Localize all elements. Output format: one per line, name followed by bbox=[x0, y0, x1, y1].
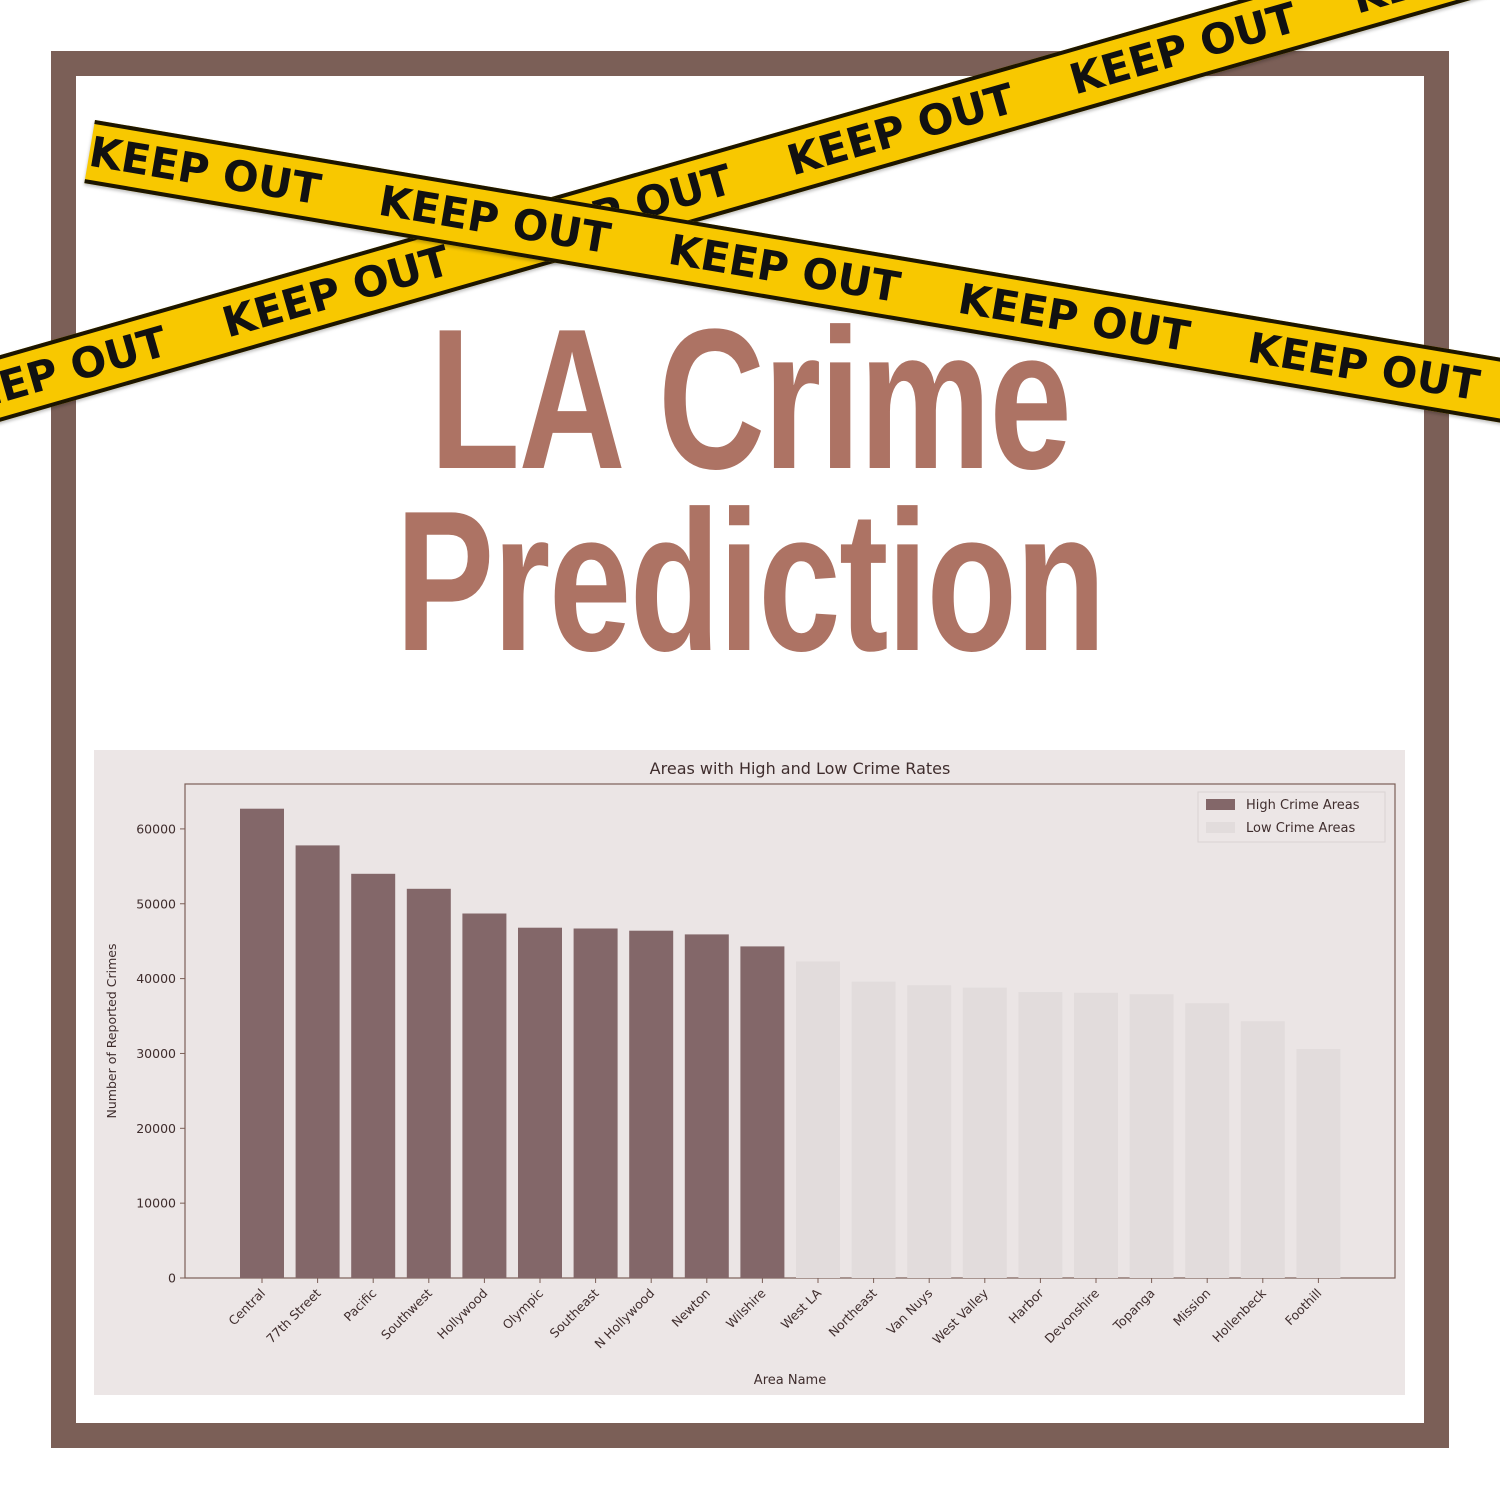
x-tick-label: N Hollywood bbox=[591, 1286, 657, 1352]
chart-legend: High Crime Areas Low Crime Areas bbox=[1197, 791, 1386, 843]
chart-title: Areas with High and Low Crime Rates bbox=[650, 759, 951, 778]
bar-central bbox=[240, 808, 284, 1278]
bar-west-valley bbox=[962, 987, 1007, 1278]
legend-swatch-low bbox=[1206, 822, 1235, 833]
bar-pacific bbox=[351, 873, 396, 1278]
x-tick-label: Northeast bbox=[825, 1285, 879, 1339]
x-tick-label: Pacific bbox=[341, 1285, 380, 1324]
x-tick-label: West Valley bbox=[929, 1285, 991, 1347]
x-tick-label: Newton bbox=[669, 1286, 713, 1330]
x-tick-label: Wilshire bbox=[723, 1285, 769, 1331]
bar-northeast bbox=[851, 981, 896, 1278]
y-tick-label: 20000 bbox=[136, 1121, 176, 1136]
bar-topanga bbox=[1129, 994, 1174, 1278]
legend-swatch-high bbox=[1206, 799, 1235, 810]
y-axis-label: Number of Reported Crimes bbox=[104, 944, 119, 1119]
x-tick-label: Southeast bbox=[547, 1285, 602, 1340]
bar-77th-street bbox=[295, 845, 340, 1278]
poster-title-line2: Prediction bbox=[395, 470, 1106, 693]
bar-van-nuys bbox=[907, 985, 952, 1278]
bar-devonshire bbox=[1074, 992, 1118, 1278]
bar-west-la bbox=[796, 961, 840, 1278]
x-tick-label: West LA bbox=[778, 1285, 825, 1332]
x-tick-label: 77th Street bbox=[263, 1285, 324, 1346]
bar-southeast bbox=[573, 928, 618, 1278]
x-tick-label: Southwest bbox=[378, 1285, 435, 1342]
x-tick-label: Topanga bbox=[1109, 1286, 1157, 1334]
y-tick-label: 40000 bbox=[136, 971, 176, 986]
y-tick-label: 50000 bbox=[136, 896, 176, 911]
y-tick-label: 60000 bbox=[136, 821, 176, 836]
bar-mission bbox=[1185, 1003, 1230, 1278]
bar-olympic bbox=[518, 927, 562, 1278]
bar-foothill bbox=[1296, 1049, 1341, 1278]
tape-text: KEEP OUT bbox=[1346, 0, 1500, 27]
legend-label-low: Low Crime Areas bbox=[1246, 821, 1355, 836]
x-tick-label: Olympic bbox=[499, 1285, 546, 1332]
x-tick-label: Foothill bbox=[1282, 1286, 1325, 1329]
bars-group bbox=[240, 808, 1341, 1278]
bar-hollywood bbox=[462, 913, 507, 1278]
poster-title-line1: LA Crime bbox=[429, 288, 1072, 511]
chart-panel: Areas with High and Low Crime Rates 0 100… bbox=[94, 750, 1405, 1395]
x-tick-label: Devonshire bbox=[1041, 1285, 1102, 1346]
y-tick-label: 0 bbox=[168, 1271, 176, 1286]
y-tick-label: 30000 bbox=[136, 1046, 176, 1061]
bar-newton bbox=[684, 934, 729, 1278]
x-tick-label: Hollenbeck bbox=[1209, 1285, 1269, 1345]
bar-chart: Areas with High and Low Crime Rates 0 100… bbox=[104, 759, 1396, 1388]
x-tick-label: Central bbox=[225, 1286, 268, 1329]
y-axis: 0 10000 20000 30000 40000 50000 60000 bbox=[136, 821, 185, 1286]
bar-n-hollywood bbox=[629, 930, 674, 1278]
y-tick-label: 10000 bbox=[136, 1196, 176, 1211]
x-axis-label: Area Name bbox=[754, 1373, 826, 1388]
bar-hollenbeck bbox=[1240, 1021, 1285, 1278]
legend-label-high: High Crime Areas bbox=[1246, 798, 1360, 813]
bar-southwest bbox=[406, 888, 451, 1278]
bar-wilshire bbox=[740, 946, 785, 1278]
x-tick-label: Mission bbox=[1170, 1286, 1213, 1329]
x-tick-label: Van Nuys bbox=[883, 1286, 935, 1338]
x-tick-label: Hollywood bbox=[434, 1286, 490, 1342]
x-tick-label: Harbor bbox=[1006, 1285, 1048, 1327]
bar-harbor bbox=[1018, 992, 1063, 1278]
